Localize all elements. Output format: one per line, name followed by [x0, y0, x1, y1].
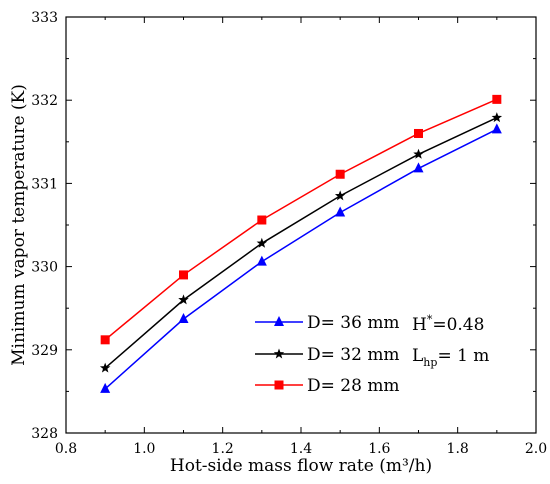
- data-point: [335, 206, 346, 217]
- x-tick-label: 2.0: [525, 441, 547, 457]
- legend-marker: [274, 316, 284, 326]
- annotations: H*=0.48 Lhp= 1 m: [412, 313, 489, 369]
- legend-marker: [274, 380, 284, 390]
- series-line-2: [104, 98, 498, 341]
- data-point: [334, 190, 346, 201]
- data-point: [413, 162, 424, 173]
- data-point: [179, 270, 188, 280]
- x-tick-label: 1.8: [447, 441, 469, 457]
- plot-frame: [65, 16, 537, 434]
- legend-label: D= 32 mm: [307, 345, 400, 365]
- series-markers: [99, 94, 503, 393]
- data-point: [256, 237, 268, 248]
- data-point: [256, 255, 267, 266]
- data-point: [99, 362, 111, 373]
- legend-marker: [273, 348, 285, 359]
- data-point: [491, 112, 503, 123]
- legend-label: D= 28 mm: [307, 376, 400, 396]
- x-tick-label: 1.0: [133, 441, 155, 457]
- x-tick-label: 1.6: [368, 441, 390, 457]
- legend: D= 36 mm D= 32 mm D= 28 mm: [255, 313, 400, 396]
- series-line-0: [104, 128, 498, 390]
- data-point: [178, 313, 189, 324]
- legend-label: D= 36 mm: [307, 313, 400, 333]
- data-point: [178, 294, 189, 305]
- data-point: [491, 123, 502, 134]
- annotation-text: Lhp= 1 m: [412, 346, 489, 369]
- series-line-1: [104, 116, 498, 369]
- data-point: [257, 215, 267, 225]
- data-point: [413, 148, 424, 159]
- axis-ticks: 0.8 1.0 1.2 1.4 1.6 1.8 2.0 328 329 330 331 332 333: [31, 10, 547, 457]
- data-point: [492, 94, 502, 104]
- y-tick-label: 331: [31, 176, 58, 192]
- data-point: [100, 382, 111, 393]
- y-tick-label: 329: [31, 343, 58, 359]
- x-axis-label: Hot-side mass flow rate (m³/h): [170, 456, 432, 476]
- data-point: [335, 169, 345, 179]
- annotation-text: H*=0.48: [412, 313, 484, 335]
- data-point: [414, 128, 423, 138]
- y-tick-label: 333: [31, 10, 58, 26]
- x-tick-label: 0.8: [55, 441, 77, 457]
- data-point: [100, 335, 110, 345]
- series-lines: [104, 98, 498, 390]
- y-axis-label: Minimum vapor temperature (K): [9, 84, 29, 366]
- y-tick-label: 330: [31, 260, 58, 276]
- y-tick-label: 328: [31, 426, 58, 442]
- x-tick-label: 1.4: [290, 441, 312, 457]
- x-tick-label: 1.2: [212, 441, 234, 457]
- y-tick-label: 332: [31, 93, 58, 109]
